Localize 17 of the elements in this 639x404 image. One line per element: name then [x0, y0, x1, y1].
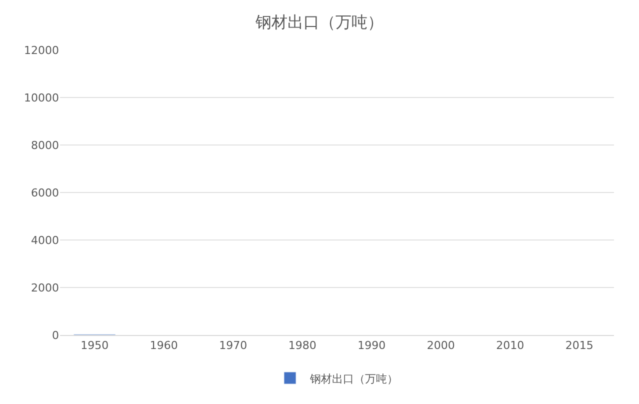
- x-tick-label: 1980: [288, 339, 316, 352]
- y-tick-label: 8000: [31, 138, 59, 152]
- y-tick-label: 10000: [24, 91, 59, 104]
- y-tick-label: 12000: [24, 44, 59, 57]
- x-tick-label: 1990: [358, 339, 386, 352]
- x-tick-label: 1970: [219, 339, 248, 352]
- x-tick-label: 1950: [80, 339, 109, 352]
- y-tick-label: 0: [52, 328, 59, 342]
- x-tick-label: 2000: [426, 339, 455, 352]
- y-tick-label: 4000: [31, 234, 59, 247]
- y-tick-label: 2000: [31, 281, 59, 294]
- y-tick-label: 6000: [31, 186, 59, 200]
- x-tick-label: 2010: [496, 339, 524, 352]
- chart-title: 钢材出口（万吨）: [254, 12, 384, 32]
- x-tick-label: 2015: [565, 339, 594, 352]
- x-tick-label: 1960: [150, 339, 178, 352]
- legend-label: 钢材出口（万吨）: [309, 372, 398, 386]
